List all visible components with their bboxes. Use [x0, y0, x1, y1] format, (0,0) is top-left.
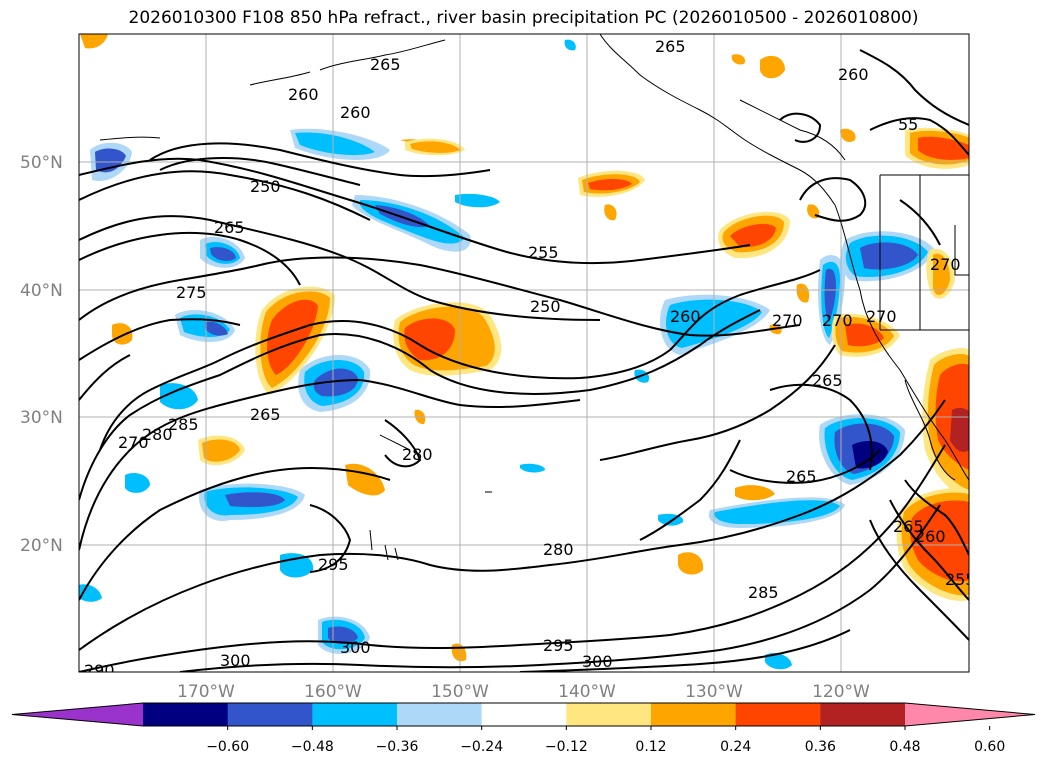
refractivity-contours — [79, 49, 969, 672]
contour-label: 250 — [530, 297, 561, 316]
colorbar-swatch — [481, 703, 567, 726]
lat-label: 30°N — [20, 408, 63, 428]
contour-label: 255 — [945, 570, 976, 589]
contour-label: 265 — [214, 218, 245, 237]
coastlines — [99, 34, 969, 561]
contour-label: 295 — [318, 555, 349, 574]
map-title: 2026010300 F108 850 hPa refract., river … — [128, 8, 919, 28]
contour-label: 300 — [340, 638, 371, 657]
latitude-labels: 50°N 40°N 30°N 20°N — [20, 153, 63, 556]
lon-label: 160°W — [304, 682, 362, 702]
colorbar-tick-label: −0.60 — [206, 739, 249, 755]
colorbar-swatch — [143, 703, 229, 726]
contour-label: 280 — [402, 445, 433, 464]
lat-label: 20°N — [20, 536, 63, 556]
colorbar-tick-label: 0.12 — [635, 739, 666, 755]
contour-label: 270 — [118, 433, 149, 452]
colorbar-tick-label: 0.60 — [974, 739, 1005, 755]
lon-label: 120°W — [812, 682, 870, 702]
contour-label: 290 — [84, 661, 115, 680]
contour-label: 260 — [838, 65, 869, 84]
colorbar-swatch — [566, 703, 652, 726]
colorbar-tick-label: −0.12 — [545, 739, 588, 755]
colorbar-tick-label: 0.48 — [889, 739, 920, 755]
colorbar: −0.60 −0.48 −0.36 −0.24 −0.12 0.12 0.24 0.36 0.4… — [11, 702, 1036, 755]
colorbar-tick-label: −0.36 — [376, 739, 419, 755]
precip-shading — [79, 34, 969, 670]
contour-label: 250 — [250, 177, 281, 196]
map-frame — [78, 33, 970, 673]
lat-label: 50°N — [20, 153, 63, 173]
colorbar-outline — [11, 702, 1036, 727]
longitude-labels: 170°W 160°W 150°W 140°W 130°W 120°W — [177, 682, 870, 702]
contour-label: 260 — [340, 103, 371, 122]
contour-label: 265 — [786, 467, 817, 486]
map-panel: 265 265 260 260 260 250 265 275 255 250 … — [79, 34, 976, 680]
colorbar-tick-label: −0.24 — [460, 739, 503, 755]
contour-label: 295 — [543, 636, 574, 655]
contour-label: 270 — [822, 311, 853, 330]
contour-label: 300 — [220, 651, 251, 670]
contour-label: 260 — [288, 85, 319, 104]
contour-label: 55 — [898, 115, 918, 134]
contour-label: 300 — [582, 652, 613, 671]
colorbar-tick-label: 0.36 — [805, 739, 836, 755]
colorbar-tick-label: 0.24 — [720, 739, 751, 755]
lon-label: 140°W — [558, 682, 616, 702]
colorbar-swatch — [227, 703, 313, 726]
colorbar-extend-max — [905, 703, 1035, 726]
colorbar-swatch — [397, 703, 483, 726]
contour-label: 265 — [812, 371, 843, 390]
contour-label: 265 — [655, 37, 686, 56]
contour-label: 270 — [866, 307, 897, 326]
contour-label: 255 — [528, 243, 559, 262]
contour-label: 270 — [930, 255, 961, 274]
lon-label: 130°W — [685, 682, 743, 702]
contour-label: 260 — [915, 527, 946, 546]
contour-label: 275 — [176, 283, 207, 302]
colorbar-swatch — [820, 703, 906, 726]
contour-label: 265 — [370, 55, 401, 74]
lat-label: 40°N — [20, 281, 63, 301]
colorbar-extend-min — [12, 703, 143, 726]
contour-label: 285 — [748, 583, 779, 602]
colorbar-swatch — [312, 703, 398, 726]
contour-label: 280 — [142, 425, 173, 444]
colorbar-swatch — [651, 703, 737, 726]
lon-label: 170°W — [177, 682, 235, 702]
lon-label: 150°W — [431, 682, 489, 702]
colorbar-swatch — [735, 703, 821, 726]
colorbar-tick-label: −0.48 — [291, 739, 334, 755]
contour-label: 265 — [893, 517, 924, 536]
contour-labels: 265 265 260 260 260 250 265 275 255 250 … — [84, 37, 976, 680]
contour-label: 270 — [772, 311, 803, 330]
contour-label: 265 — [250, 405, 281, 424]
contour-label: 280 — [543, 540, 574, 559]
contour-label: 260 — [670, 307, 701, 326]
contour-label: 285 — [168, 415, 199, 434]
